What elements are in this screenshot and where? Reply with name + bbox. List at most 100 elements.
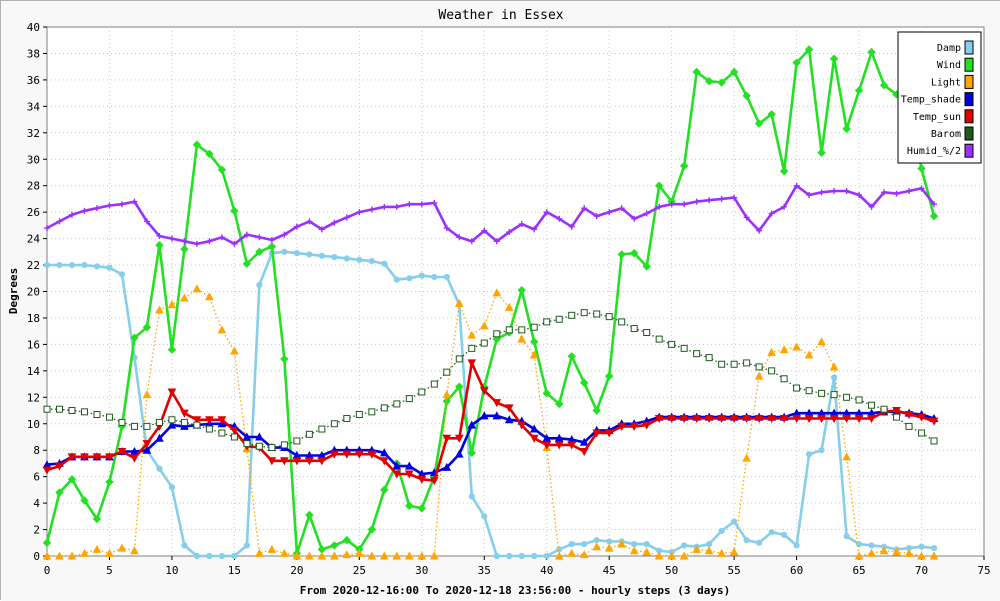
data-point <box>780 375 788 383</box>
data-point <box>367 551 377 560</box>
data-point <box>343 214 350 221</box>
data-point <box>930 544 938 552</box>
legend-swatch <box>964 143 974 158</box>
data-point <box>80 548 89 557</box>
data-point <box>818 389 826 397</box>
data-point <box>318 252 325 259</box>
data-point <box>856 191 863 198</box>
data-point <box>67 475 77 484</box>
data-point <box>317 551 327 560</box>
data-point <box>218 429 226 437</box>
data-point <box>731 518 738 525</box>
data-point <box>280 548 289 557</box>
data-point <box>693 350 701 358</box>
data-point <box>468 344 476 352</box>
data-point <box>42 466 52 475</box>
data-point <box>131 198 138 205</box>
data-point <box>192 416 202 425</box>
data-point <box>904 410 914 420</box>
data-point <box>267 457 277 466</box>
data-point <box>231 240 238 247</box>
y-tick-label: 36 <box>27 74 40 87</box>
y-tick-label: 24 <box>27 233 41 246</box>
data-point <box>293 437 301 445</box>
data-point <box>142 323 152 332</box>
y-tick-label: 20 <box>27 286 40 299</box>
data-point <box>879 80 889 90</box>
legend-swatch <box>964 74 974 89</box>
data-point <box>793 182 800 189</box>
data-point <box>130 422 138 430</box>
data-point <box>604 371 614 381</box>
data-point <box>693 198 700 205</box>
data-point <box>529 350 539 359</box>
data-point <box>167 388 177 397</box>
data-point <box>367 525 377 534</box>
x-tick-label: 15 <box>228 564 241 577</box>
data-point <box>429 551 439 560</box>
data-point <box>242 259 252 268</box>
data-point <box>529 424 539 433</box>
data-point <box>318 226 325 233</box>
data-point <box>105 548 114 557</box>
data-point <box>217 416 227 425</box>
data-point <box>831 187 838 194</box>
data-point <box>181 542 188 549</box>
data-point <box>117 448 127 457</box>
data-point <box>206 238 213 245</box>
data-point <box>218 234 225 241</box>
x-tick-label: 0 <box>44 564 51 577</box>
data-point <box>518 326 526 334</box>
data-point <box>281 231 288 238</box>
data-point <box>517 285 526 295</box>
data-point <box>293 223 300 230</box>
data-point <box>393 203 400 210</box>
data-point <box>68 211 75 218</box>
data-point <box>854 551 864 560</box>
data-point <box>568 311 576 319</box>
data-point <box>579 448 589 457</box>
data-point <box>330 541 339 550</box>
data-point <box>392 470 402 479</box>
data-point <box>292 551 302 560</box>
data-point <box>905 422 913 430</box>
data-point <box>205 425 213 433</box>
data-point <box>917 551 926 560</box>
data-point <box>606 538 613 545</box>
data-point <box>754 119 764 128</box>
data-point <box>430 380 438 388</box>
data-point <box>654 551 664 560</box>
data-point <box>218 552 226 560</box>
data-point <box>56 218 63 225</box>
data-point <box>631 540 638 548</box>
data-point <box>454 434 464 443</box>
y-tick-label: 30 <box>27 153 40 166</box>
data-point <box>330 420 338 428</box>
legend-entry-label: Barom <box>931 129 961 140</box>
y-axis-title: Degrees <box>7 268 20 314</box>
data-point <box>356 209 363 216</box>
data-point <box>542 433 552 442</box>
data-point <box>331 254 338 261</box>
data-point <box>454 298 464 307</box>
data-point <box>217 325 227 334</box>
legend-swatch <box>964 92 974 107</box>
data-point <box>330 551 339 560</box>
data-point <box>331 219 338 226</box>
data-point <box>705 354 713 362</box>
data-point <box>718 527 725 534</box>
data-point <box>606 209 613 216</box>
data-point <box>142 445 152 454</box>
data-point <box>468 238 475 245</box>
data-point <box>93 410 101 418</box>
data-point <box>55 488 64 497</box>
data-point <box>867 47 876 57</box>
legend-entry-label: Temp_sun <box>913 112 961 123</box>
y-tick-label: 12 <box>27 391 40 404</box>
data-point <box>642 262 651 271</box>
chart-title: Weather in Essex <box>438 8 563 23</box>
data-point <box>530 337 539 346</box>
data-point <box>781 203 788 210</box>
data-point <box>629 422 639 431</box>
data-point <box>817 148 826 157</box>
